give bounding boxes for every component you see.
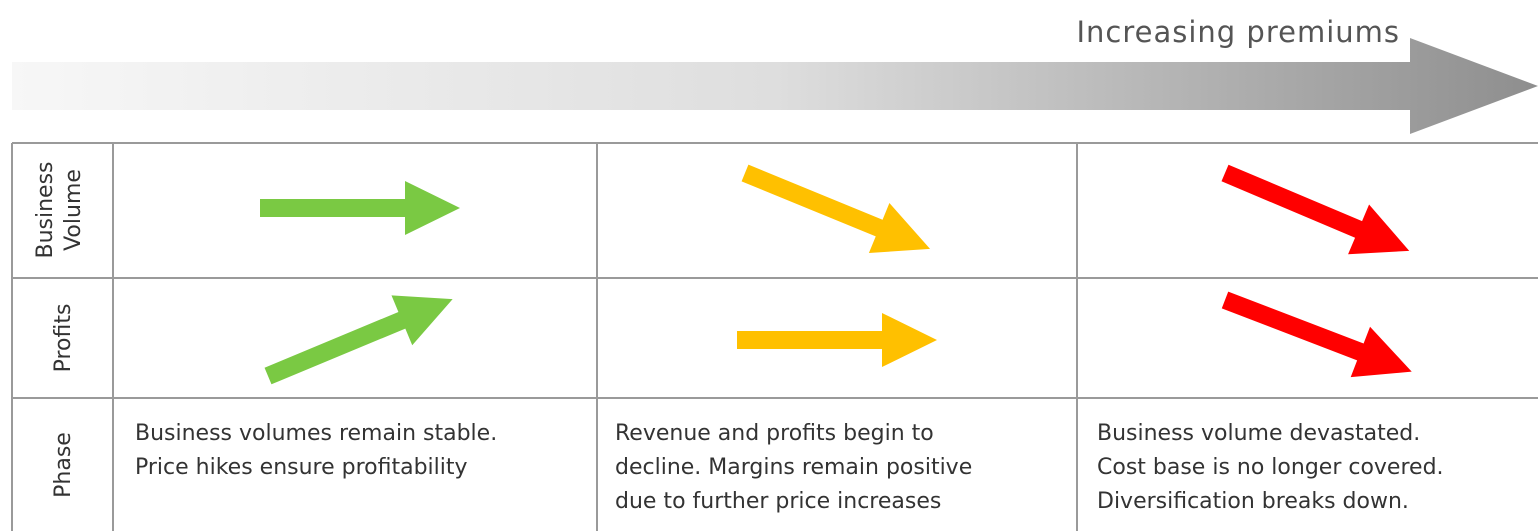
row-label-line: Phase xyxy=(51,432,76,498)
arrow-green xyxy=(260,181,460,235)
row-label-line: Volume xyxy=(61,169,86,251)
phase-line: due to further price increases xyxy=(615,489,941,514)
row-label-line: Profits xyxy=(51,304,76,373)
row-label-line: Business xyxy=(33,161,58,258)
row-label: Business Volume Profits Phase xyxy=(33,161,86,497)
premium-arrow xyxy=(12,38,1538,134)
trend-arrows xyxy=(260,164,1412,385)
phase-texts: Business volumes remain stable. Price hik… xyxy=(135,421,1444,514)
arrow-red xyxy=(1221,291,1412,378)
phase-line: Business volume devastated. xyxy=(1097,421,1420,446)
phase-line: Revenue and profits begin to xyxy=(615,421,934,446)
phase-line: Diversification breaks down. xyxy=(1097,489,1409,514)
header-title: Increasing premiums xyxy=(1076,15,1400,49)
phase-line: Business volumes remain stable. xyxy=(135,421,497,446)
phase-line: Price hikes ensure profitability xyxy=(135,455,468,480)
arrow-yellow xyxy=(741,164,931,254)
arrow-red xyxy=(1221,164,1410,255)
arrow-green xyxy=(264,295,453,385)
phase-line: decline. Margins remain positive xyxy=(615,455,972,480)
table-grid xyxy=(11,142,1538,531)
arrow-yellow xyxy=(737,313,937,367)
phase-line: Cost base is no longer covered. xyxy=(1097,455,1444,480)
